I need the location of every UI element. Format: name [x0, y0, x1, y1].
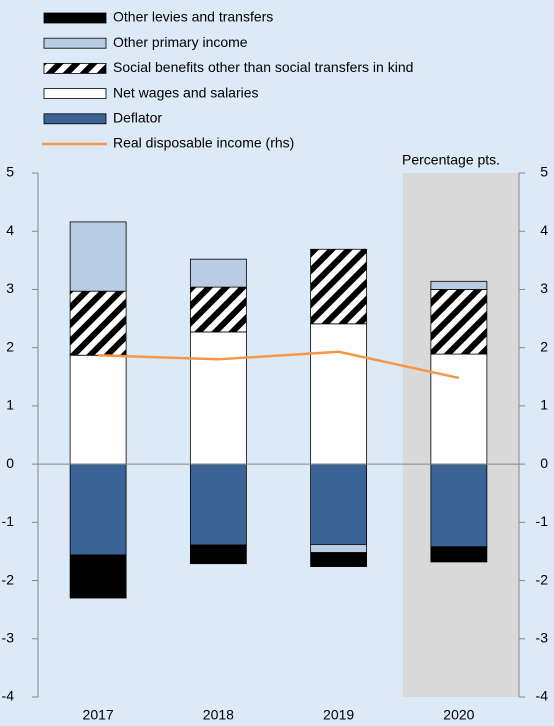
bar-segment [189, 286, 247, 333]
bar-segment [430, 280, 488, 290]
x-tick-label: 2017 [83, 707, 114, 723]
legend-label: Social benefits other than social transf… [113, 59, 413, 75]
y-tick-label: -1 [2, 513, 15, 529]
x-tick-label: 2020 [443, 707, 474, 723]
bar-segment [189, 463, 247, 546]
bar-segment [69, 290, 127, 356]
bar-segment [69, 354, 127, 465]
legend-swatch [43, 88, 107, 99]
y-tick-label: 3 [6, 280, 14, 296]
bar-segment [430, 463, 488, 548]
bar-segment [310, 463, 368, 545]
bar-segment [430, 353, 488, 465]
y2-tick-label: 3 [540, 280, 548, 296]
y-tick-label: -2 [2, 571, 15, 587]
y-tick-label: -4 [2, 688, 15, 704]
y2-tick-label: 2 [540, 338, 548, 354]
bar-segment [69, 463, 127, 556]
y-tick-label: 1 [6, 397, 14, 413]
bar-segment [189, 258, 247, 288]
legend-label: Net wages and salaries [113, 84, 259, 100]
bar-segment [310, 248, 368, 325]
bar-segment [69, 554, 127, 599]
legend-swatch [43, 12, 107, 24]
bar-segment [310, 552, 368, 567]
y2-tick-label: -4 [536, 688, 549, 704]
bar-segment [310, 544, 368, 554]
bar-segment [310, 323, 368, 465]
bar-segment [430, 289, 488, 355]
legend-swatch [43, 113, 107, 125]
y-tick-label: 2 [6, 338, 14, 354]
y-tick-label: 4 [6, 222, 14, 238]
bar-segment [430, 546, 488, 563]
legend-swatch [43, 37, 107, 49]
y2-tick-label: -3 [536, 629, 549, 645]
legend-label: Real disposable income (rhs) [113, 135, 294, 151]
legend-label: Other levies and transfers [113, 9, 273, 25]
legend-label: Deflator [113, 110, 162, 126]
bar-segment [189, 331, 247, 465]
y-tick-label: 5 [6, 164, 14, 180]
y-tick-label: -3 [2, 629, 15, 645]
bar-segment [189, 544, 247, 565]
y2-tick-label: 4 [540, 222, 548, 238]
y2-tick-label: -2 [536, 571, 549, 587]
legend-swatch [43, 63, 107, 74]
y2-tick-label: 5 [540, 164, 548, 180]
y2-tick-label: -1 [536, 513, 549, 529]
legend-label: Other primary income [113, 34, 248, 50]
y2-axis-label: Percentage pts. [402, 152, 500, 168]
y2-tick-label: 0 [540, 455, 548, 471]
y-tick-label: 0 [6, 455, 14, 471]
y2-tick-label: 1 [540, 397, 548, 413]
bar-segment [69, 221, 127, 292]
line-series [98, 350, 460, 380]
x-tick-label: 2018 [203, 707, 234, 723]
x-tick-label: 2019 [323, 707, 354, 723]
